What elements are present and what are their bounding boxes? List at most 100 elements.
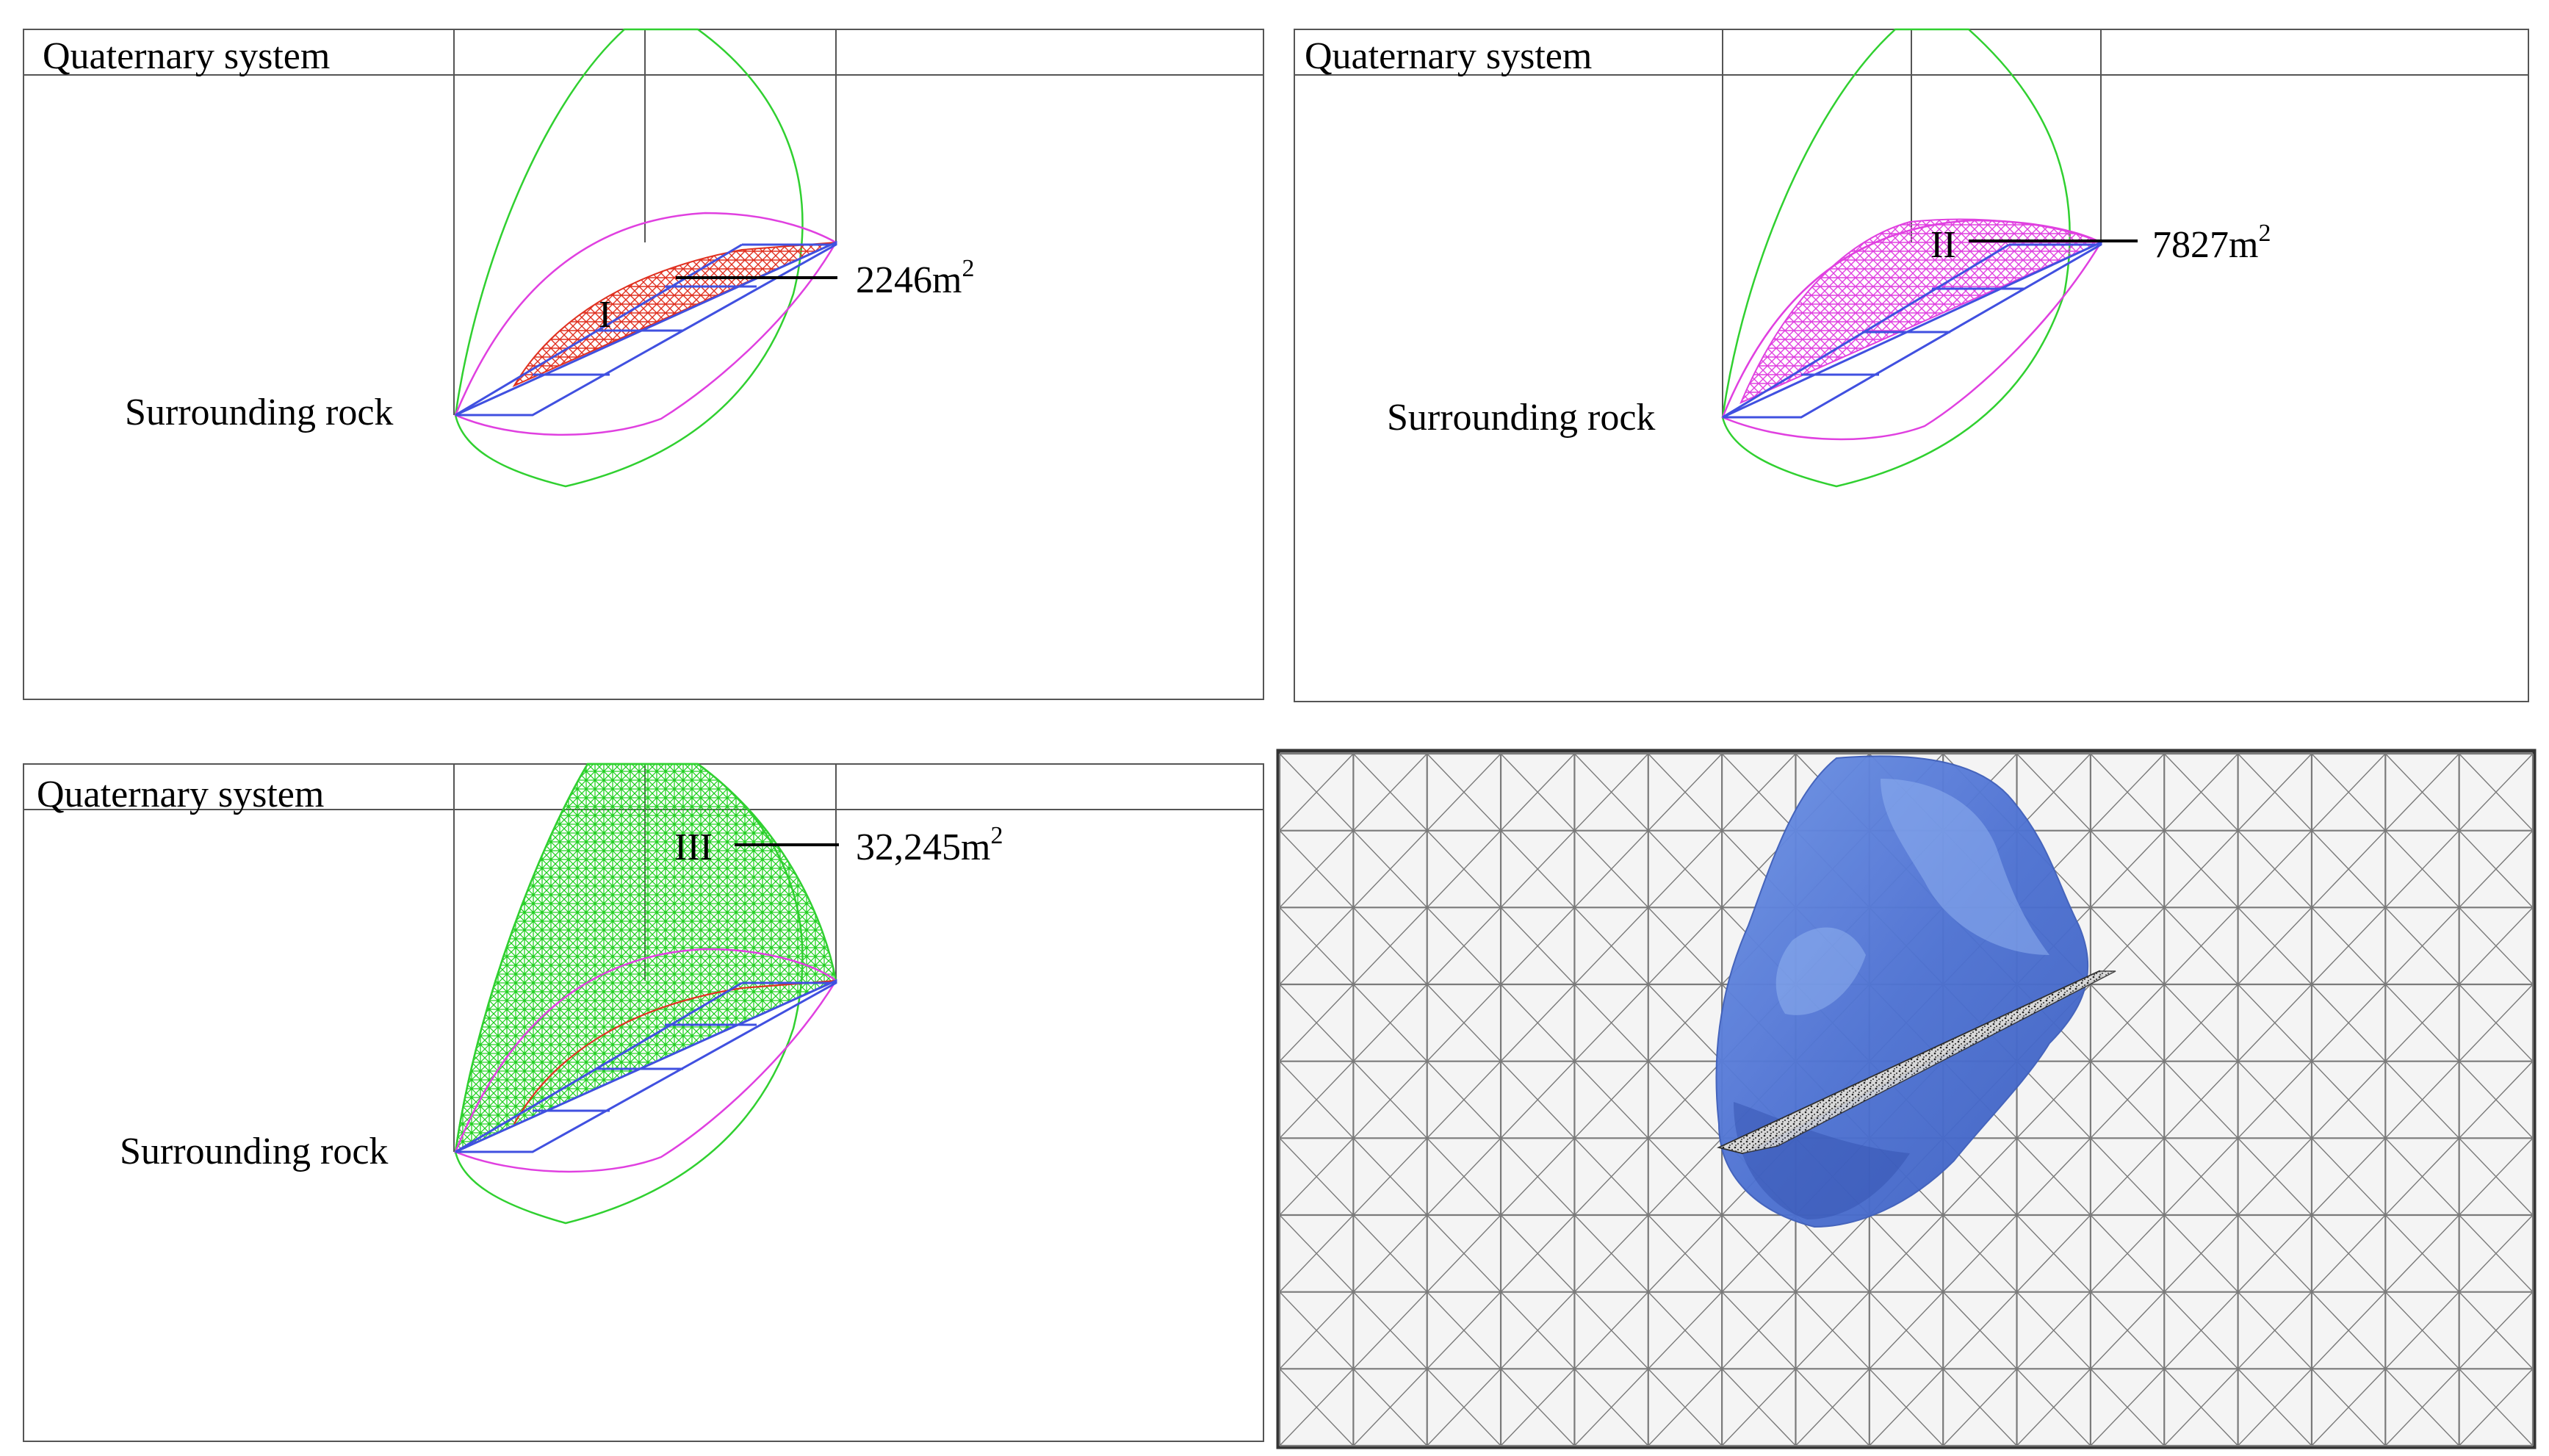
mesh-diagonal [1500,984,1575,1062]
mesh-diagonal [1279,1368,1354,1446]
mesh-diagonal [1279,1137,1354,1216]
layer-top-label: Quaternary system [37,774,324,815]
orebody [455,240,837,417]
mesh-diagonal [2311,1291,2386,1369]
mesh-diagonal [2090,1061,2165,1139]
inner-contour [513,979,837,1125]
mesh-diagonal [2384,830,2460,908]
area-unit-exp: 2 [962,255,974,282]
mesh-diagonal [1352,1137,1428,1216]
mesh-diagonal [1573,830,1649,908]
mesh-diagonal [2384,1368,2460,1446]
mesh-diagonal [1352,1061,1428,1139]
mesh-diagonal [2163,753,2239,832]
mesh-diagonal [2238,830,2312,908]
mesh-diagonal [2090,753,2165,832]
area-label: 7827m2 [2152,220,2271,266]
mesh-diagonal [2311,753,2386,832]
mesh-diagonal [2384,753,2460,832]
layer-top-label: Quaternary system [43,35,330,77]
mesh-diagonal [1500,1368,1575,1446]
panel-zone-iii: Quaternary system Surrounding rock III 3… [23,763,1264,1442]
mesh-diagonal [2090,830,2165,908]
mesh-diagonal [2090,1368,2165,1446]
mesh-diagonal [2459,907,2534,985]
orebody [1722,240,2102,419]
mesh-diagonal [2311,830,2386,908]
mesh-diagonal [1500,1061,1575,1139]
mesh-diagonal [1942,1368,2018,1446]
zone-label: II [1930,224,1956,266]
mesh-diagonal [1795,1368,1870,1446]
mesh-diagonal [2459,1368,2534,1446]
mesh-diagonal [1352,1214,1428,1293]
mesh-diagonal [2016,1368,2091,1446]
model-highlight [1881,779,2049,955]
mesh-diagonal [2238,1214,2312,1293]
mesh-diagonal [1869,1368,1944,1446]
mesh-diagonal [1573,984,1649,1062]
mesh-diagonal [2384,1214,2460,1293]
mesh-diagonal [1869,1291,1944,1369]
mesh-diagonal [1721,1291,1796,1369]
area-label: 32,245m2 [856,822,1003,868]
mesh-diagonal [2163,1061,2239,1139]
mesh-diagonal [1942,1291,2018,1369]
mesh-diagonal [1795,1291,1870,1369]
mesh-diagonal [1573,1368,1649,1446]
mesh-diagonal [2163,1137,2239,1216]
mesh-diagonal [2311,907,2386,985]
layer-bottom-label: Surrounding rock [125,392,393,433]
mesh-diagonal [2163,1368,2239,1446]
mesh-diagonal [2459,1137,2534,1216]
mesh-diagonal [2459,1291,2534,1369]
mesh-diagonal [2238,907,2312,985]
mesh-diagonal [1942,1137,2018,1216]
mesh-diagonal [2163,1214,2239,1293]
mesh-diagonal [1648,830,1723,908]
zone-label: III [674,826,713,868]
mesh-diagonal [2459,1061,2534,1139]
mesh-diagonal [2238,1368,2312,1446]
mesh-diagonal [1427,753,1501,832]
mesh-diagonal [1648,1137,1723,1216]
mesh-diagonal [2090,984,2165,1062]
mesh-diagonal [2090,1214,2165,1293]
mesh-diagonal [2311,1368,2386,1446]
mesh-diagonal [2384,1291,2460,1369]
mesh-diagonal [1427,1368,1501,1446]
mesh-diagonal [1721,1214,1796,1293]
mesh-diagonal [1427,830,1501,908]
panel-zone-i: Quaternary system Surrounding rock I 224… [23,28,1264,700]
mesh-diagonal [1573,753,1649,832]
layer-top-label: Quaternary system [1305,35,1592,77]
mesh-diagonal [2238,1291,2312,1369]
layer-bottom-label: Surrounding rock [1387,397,1655,439]
mesh-diagonal [1573,1061,1649,1139]
mesh-diagonal [2163,1291,2239,1369]
mesh-diagonal [2016,1061,2091,1139]
mesh-diagonal [1427,1291,1501,1369]
mesh-diagonal [2163,907,2239,985]
mesh-diagonal [2459,830,2534,908]
mesh-diagonal [1500,907,1575,985]
mesh-diagonal [1279,1214,1354,1293]
zone-label: I [599,294,611,336]
orebody-slab-face [1717,970,2116,1154]
mesh-diagonal [1427,907,1501,985]
area-value: 7827m [2152,224,2258,266]
mesh-diagonal [2238,1061,2312,1139]
damage-zone-fill [1739,218,2103,404]
mesh-diagonal [1648,984,1723,1062]
area-unit-exp: 2 [2258,220,2271,247]
mesh-diagonal [1279,1291,1354,1369]
mesh-diagonal [1279,830,1354,908]
mesh-diagonal [2016,1137,2091,1216]
mesh-diagonal [1648,1291,1723,1369]
area-value: 32,245m [856,826,990,868]
mesh-diagonal [1648,753,1723,832]
mesh-diagonal [1427,1137,1501,1216]
mesh-diagonal [1427,984,1501,1062]
mesh-diagonal [1352,907,1428,985]
